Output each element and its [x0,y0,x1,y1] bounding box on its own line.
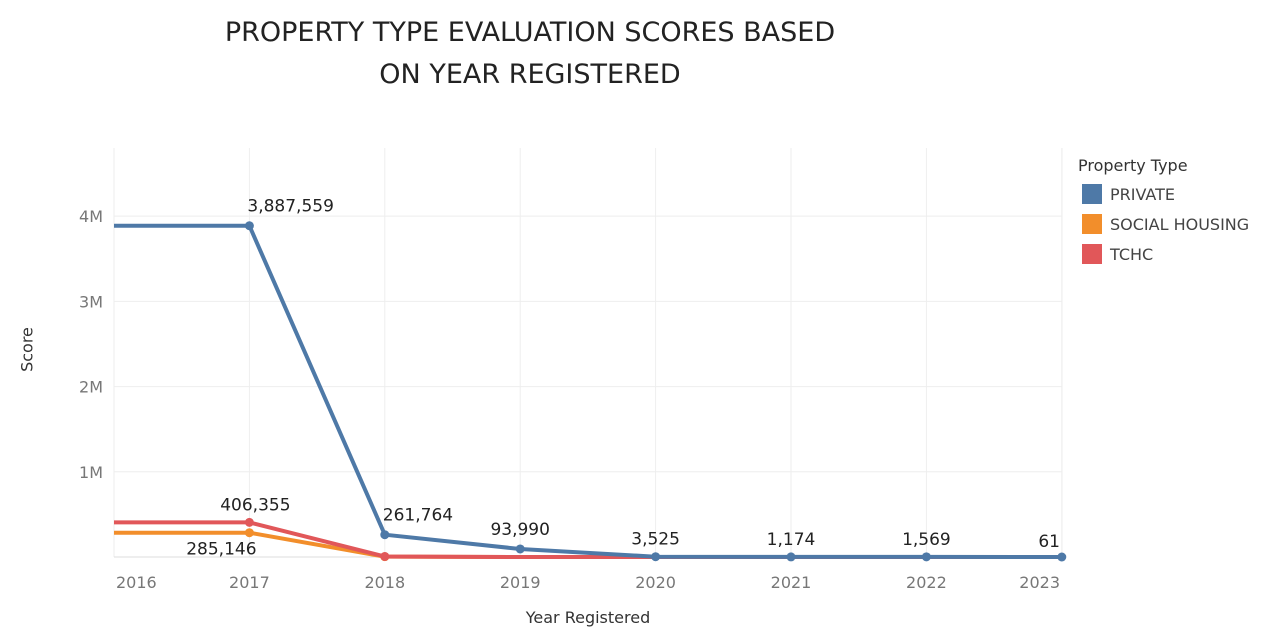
legend-item-social-housing[interactable]: SOCIAL HOUSING [1078,209,1249,239]
y-tick-label: 4M [79,207,103,226]
legend-item-tchc[interactable]: TCHC [1078,239,1249,269]
gridlines [113,148,1063,557]
data-label: 3,887,559 [247,197,334,217]
data-label: 406,355 [220,495,290,515]
y-axis-label: Score [17,327,37,372]
chart-title-line-1: PROPERTY TYPE EVALUATION SCORES BASED [224,17,836,48]
legend-item-private[interactable]: PRIVATE [1078,179,1249,209]
x-tick-label: 2018 [364,573,405,592]
data-point[interactable] [1057,552,1067,562]
data-label: 93,990 [490,520,549,540]
data-label: 61 [1038,532,1060,552]
legend-label-tchc: TCHC [1110,244,1154,264]
data-point[interactable] [244,528,254,538]
x-tick-label: 2021 [771,573,812,592]
legend-label-social-housing: SOCIAL HOUSING [1110,214,1250,234]
legend-label-private: PRIVATE [1110,184,1175,204]
legend-title: Property Type [1078,156,1188,175]
legend-swatch-social-housing [1082,214,1102,234]
legend-swatch-tchc [1082,244,1102,264]
y-tick-label: 1M [79,463,103,482]
data-point[interactable] [786,552,796,562]
data-label: 285,146 [186,540,256,560]
data-label: 261,764 [383,506,453,526]
chart-title-line-2: ON YEAR REGISTERED [379,59,681,90]
data-point[interactable] [651,552,661,562]
series-line-private[interactable] [114,223,1062,559]
chart-title: PROPERTY TYPE EVALUATION SCORES BASED ON… [150,12,910,96]
data-point[interactable] [515,544,525,554]
x-tick-label: 2017 [229,573,270,592]
data-point[interactable] [380,530,390,540]
x-tick-label: 2023 [1019,573,1060,592]
data-label: 1,174 [767,530,816,550]
data-label: 1,569 [902,530,951,550]
x-tick-label: 2019 [500,573,541,592]
data-point[interactable] [244,517,254,527]
legend-swatch-private [1082,184,1102,204]
data-point[interactable] [244,221,254,231]
y-tick-label: 3M [79,292,103,311]
data-point[interactable] [380,551,390,561]
data-point[interactable] [921,552,931,562]
x-tick-label: 2016 [116,573,157,592]
x-axis-label: Year Registered [525,608,651,627]
x-tick-label: 2022 [906,573,947,592]
x-tick-label: 2020 [635,573,676,592]
y-tick-label: 2M [79,378,103,397]
legend: Property Type PRIVATE SOCIAL HOUSING TCH… [1078,156,1249,269]
data-label: 3,525 [631,530,680,550]
